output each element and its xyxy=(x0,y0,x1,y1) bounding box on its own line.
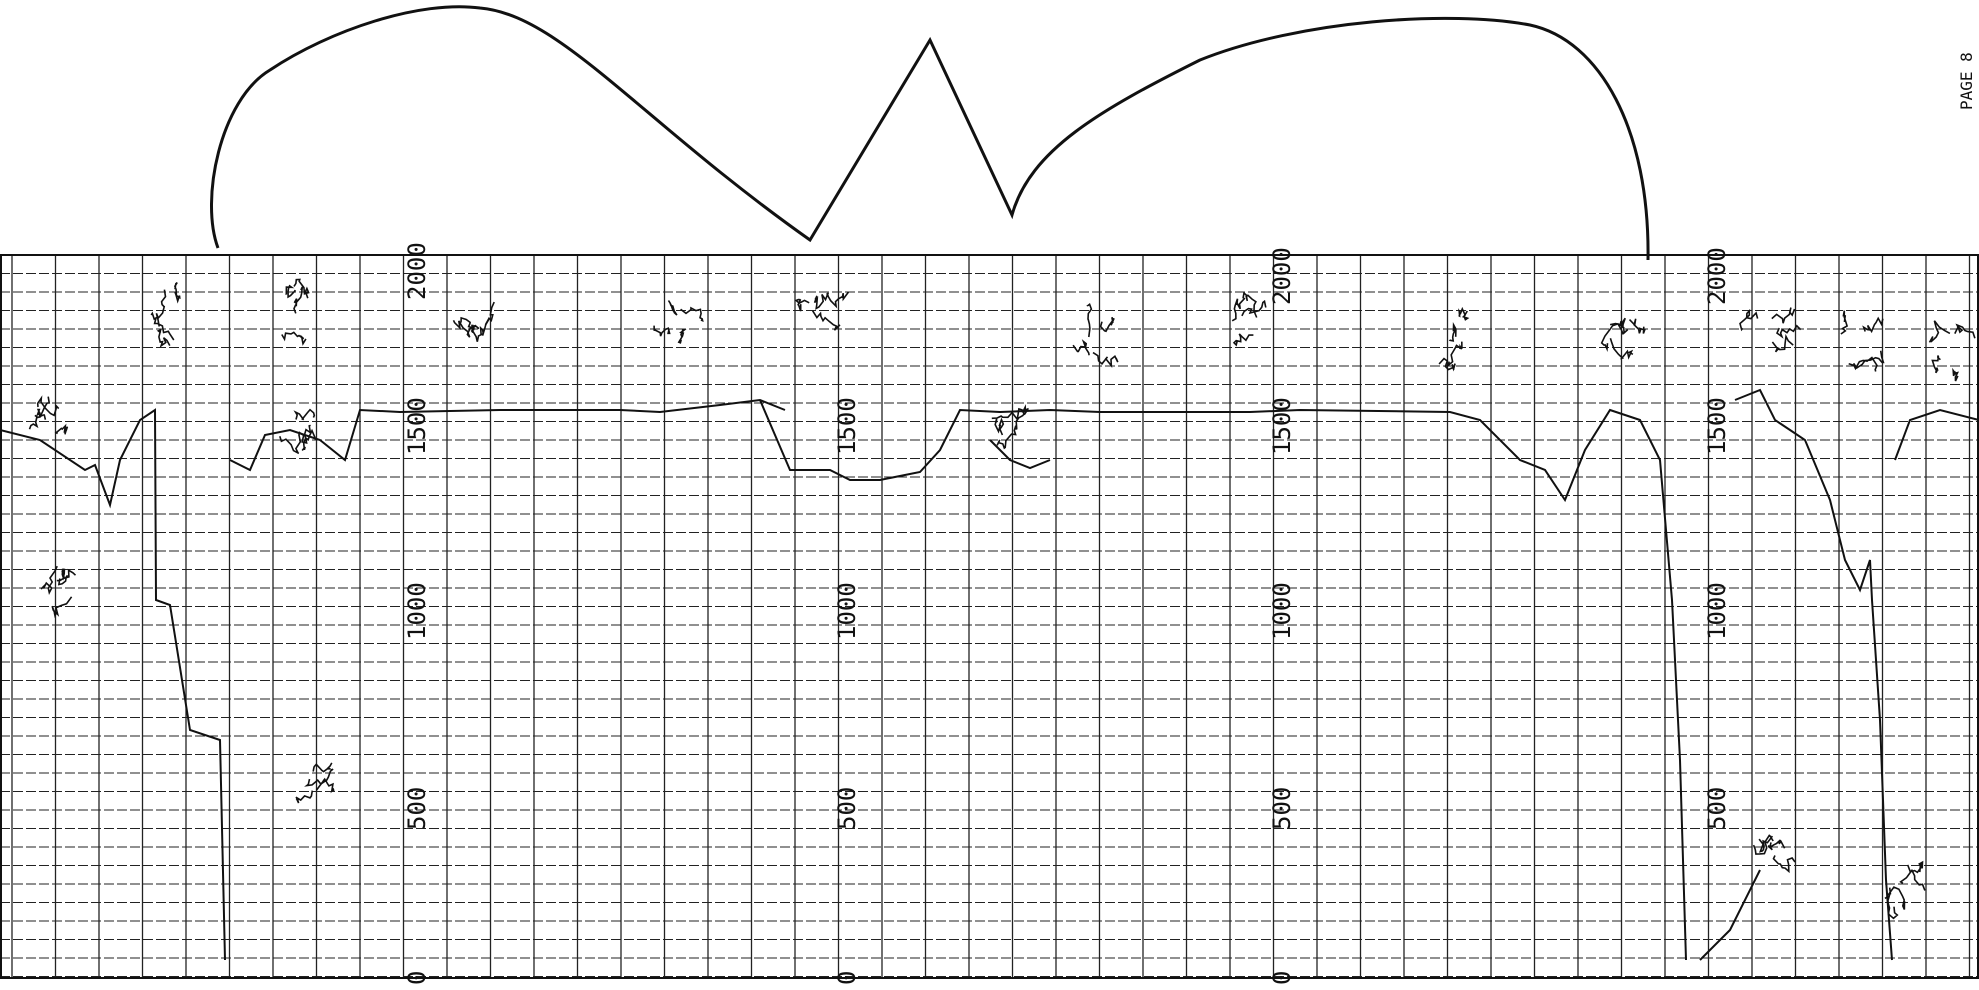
tick-label: 500 xyxy=(403,787,431,830)
tick-label: 1000 xyxy=(833,582,861,640)
handwritten-note xyxy=(1072,303,1119,369)
tick-label: 1000 xyxy=(403,582,431,640)
tick-label: 2000 xyxy=(403,242,431,300)
handwritten-note xyxy=(452,301,495,342)
tick-label: 1500 xyxy=(833,397,861,455)
handwritten-note xyxy=(1884,860,1926,920)
tick-label: 1000 xyxy=(1268,582,1296,640)
handwritten-note xyxy=(281,278,310,346)
handwritten-note xyxy=(1752,834,1796,874)
upper-trace xyxy=(210,5,1650,261)
handwritten-note xyxy=(1840,310,1885,372)
handwritten-note xyxy=(1438,306,1470,372)
handwritten-note xyxy=(1600,317,1646,360)
recorder-trace xyxy=(0,388,1979,961)
scale-labels: 2000 1500 1000 500 0 1500 1000 500 0 200… xyxy=(403,242,1731,985)
handwritten-note xyxy=(794,291,850,331)
tick-label: 2000 xyxy=(1268,247,1296,305)
tick-label: 0 xyxy=(833,971,861,985)
tick-label: 1500 xyxy=(403,397,431,455)
handwritten-note xyxy=(295,762,335,804)
handwritten-note xyxy=(1231,291,1267,347)
tick-label: 1500 xyxy=(1703,397,1731,455)
tick-label: 1500 xyxy=(1268,397,1296,455)
handwritten-note xyxy=(991,404,1029,450)
handwritten-note xyxy=(28,395,69,435)
chart-grid xyxy=(0,254,1979,979)
tick-label: 500 xyxy=(833,787,861,830)
handwritten-note xyxy=(1928,320,1976,382)
tick-label: 1000 xyxy=(1703,582,1731,640)
handwritten-note xyxy=(653,300,704,344)
handwritten-note xyxy=(40,565,77,619)
handwritten-note xyxy=(279,408,316,455)
tick-label: 500 xyxy=(1703,787,1731,830)
handwritten-annotations xyxy=(28,278,1976,920)
tick-label: 500 xyxy=(1268,787,1296,830)
tick-label: 2000 xyxy=(1703,247,1731,305)
grid-frame xyxy=(0,254,1979,979)
tick-label: 0 xyxy=(1268,971,1296,985)
tick-label: 0 xyxy=(403,971,431,985)
handwritten-note xyxy=(1739,307,1802,353)
handwritten-note xyxy=(150,281,181,348)
page-reference: PAGE 8 xyxy=(1957,52,1976,110)
